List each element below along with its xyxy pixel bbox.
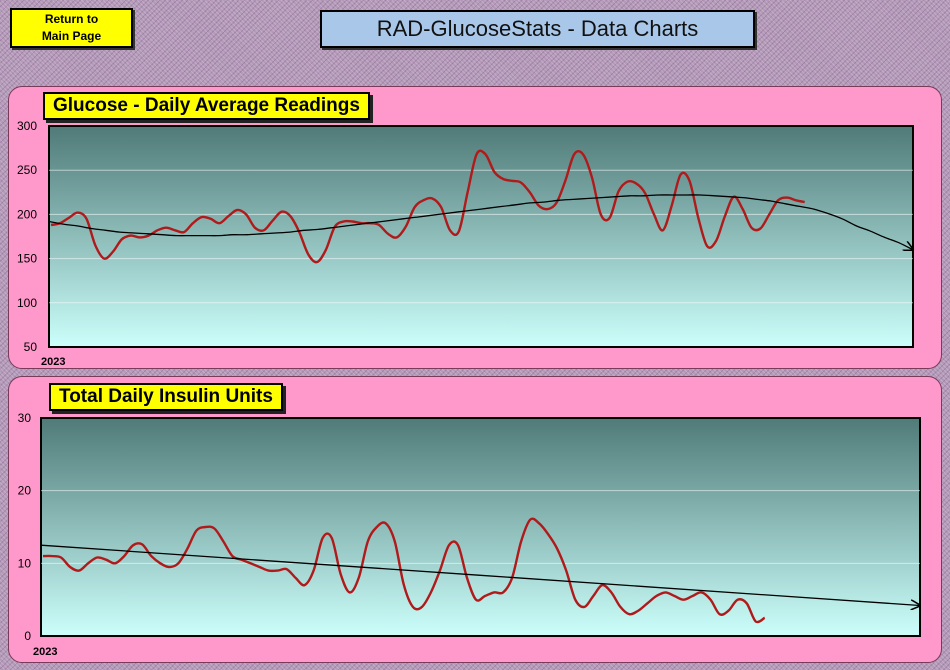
insulin-y-tick-label: 0 (24, 629, 31, 643)
insulin-x-tick-label: 2023 (33, 646, 57, 658)
glucose-y-tick-label: 50 (24, 340, 38, 354)
glucose-y-tick-label: 150 (17, 252, 37, 266)
glucose-chart-title: Glucose - Daily Average Readings (43, 92, 370, 120)
glucose-x-tick-label: 2023 (41, 356, 65, 368)
insulin-y-tick-label: 10 (18, 556, 32, 570)
glucose-y-tick-label: 250 (17, 163, 37, 177)
glucose-y-tick-label: 300 (17, 119, 37, 133)
insulin-chart-title: Total Daily Insulin Units (49, 383, 283, 411)
insulin-chart: 0 10 20 30 2023 (9, 377, 943, 664)
glucose-chart: 50 100 150 200 250 300 2023 (9, 87, 943, 370)
glucose-chart-panel: 50 100 150 200 250 300 2023 Glucose - Daily Av… (8, 86, 942, 369)
page-title: RAD-GlucoseStats - Data Charts (320, 10, 755, 48)
return-to-main-page-button[interactable]: Return to Main Page (10, 8, 133, 48)
insulin-plot-area (41, 418, 920, 636)
insulin-chart-panel: 0 10 20 30 2023 Total Daily Insulin Units (8, 376, 942, 663)
glucose-y-tick-label: 100 (17, 296, 37, 310)
insulin-y-tick-label: 30 (18, 411, 32, 425)
insulin-y-tick-label: 20 (18, 484, 32, 498)
glucose-plot-area (49, 126, 913, 347)
glucose-y-tick-label: 200 (17, 207, 37, 221)
